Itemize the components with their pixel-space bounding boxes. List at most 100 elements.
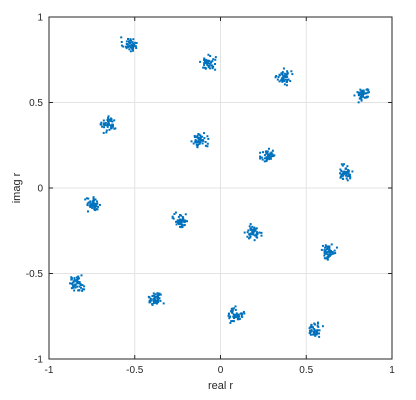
- scatter-point: [204, 60, 207, 63]
- scatter-point: [203, 63, 206, 66]
- scatter-point: [162, 302, 165, 305]
- scatter-point: [249, 235, 252, 238]
- scatter-point: [326, 246, 329, 249]
- scatter-point: [78, 281, 81, 284]
- scatter-point: [252, 233, 255, 236]
- scatter-point: [367, 91, 370, 94]
- scatter-point: [206, 145, 209, 148]
- scatter-point: [327, 255, 330, 258]
- scatter-point: [83, 285, 86, 288]
- scatter-point: [321, 325, 324, 328]
- scatter-point: [249, 227, 252, 230]
- scatter-point: [109, 127, 112, 130]
- scatter-point: [74, 283, 77, 286]
- scatter-point: [341, 174, 344, 177]
- scatter-point: [253, 227, 256, 230]
- scatter-point: [91, 206, 94, 209]
- scatter-point: [72, 286, 75, 289]
- scatter-point: [332, 252, 335, 255]
- scatter-point: [152, 298, 155, 301]
- scatter-point: [129, 39, 132, 42]
- scatter-point: [265, 151, 268, 154]
- scatter-point: [81, 284, 84, 287]
- scatter-point: [147, 295, 150, 298]
- scatter-point: [214, 56, 217, 59]
- scatter-point: [107, 119, 110, 122]
- scatter-point: [94, 206, 97, 209]
- scatter-point: [106, 118, 109, 121]
- scatter-point: [203, 66, 206, 69]
- scatter-point: [105, 131, 108, 134]
- scatter-point: [88, 204, 91, 207]
- scatter-point: [95, 203, 98, 205]
- scatter-point: [254, 229, 257, 232]
- scatter-point: [76, 281, 79, 284]
- scatter-point: [155, 302, 158, 305]
- scatter-point: [182, 217, 185, 220]
- scatter-point: [208, 64, 211, 67]
- scatter-point: [130, 43, 133, 46]
- scatter-point: [330, 243, 333, 246]
- scatter-point: [330, 253, 333, 256]
- scatter-point: [203, 137, 206, 140]
- scatter-point: [361, 92, 363, 95]
- scatter-point: [125, 43, 128, 46]
- scatter-point: [278, 73, 281, 76]
- scatter-point: [269, 157, 272, 160]
- scatter-point: [249, 223, 252, 226]
- scatter-point: [201, 135, 204, 138]
- scatter-point: [198, 136, 201, 139]
- scatter-point: [132, 38, 135, 41]
- scatter-point: [326, 245, 329, 248]
- scatter-point: [263, 160, 266, 163]
- scatter-point: [287, 78, 290, 81]
- scatter-point: [201, 139, 204, 142]
- scatter-point: [310, 326, 313, 329]
- scatter-point: [231, 307, 234, 310]
- scatter-point: [111, 120, 114, 123]
- scatter-point: [96, 200, 99, 203]
- scatter-point: [258, 231, 261, 234]
- scatter-point: [206, 142, 209, 145]
- scatter-point: [134, 45, 137, 48]
- scatter-point: [113, 127, 116, 130]
- scatter-point: [125, 47, 128, 50]
- scatter-point: [76, 278, 79, 281]
- scatter-point: [75, 280, 78, 283]
- scatter-point: [263, 157, 266, 160]
- scatter-point: [102, 131, 105, 134]
- cluster-13: [147, 292, 165, 306]
- scatter-point: [180, 223, 183, 226]
- scatter-point: [78, 289, 81, 292]
- scatter-point: [259, 157, 262, 160]
- scatter-point: [199, 136, 202, 139]
- scatter-point: [281, 80, 284, 83]
- scatter-point: [360, 99, 363, 102]
- scatter-point: [76, 285, 79, 288]
- scatter-point: [232, 317, 235, 320]
- scatter-point: [346, 165, 349, 168]
- scatter-point: [335, 246, 338, 249]
- scatter-point: [266, 150, 269, 153]
- scatter-point: [366, 88, 369, 91]
- scatter-point: [316, 332, 319, 335]
- scatter-point: [308, 327, 311, 330]
- scatter-point: [207, 59, 210, 62]
- scatter-point: [79, 283, 82, 286]
- scatter-point: [94, 209, 97, 212]
- cluster-12: [69, 274, 86, 292]
- scatter-point: [207, 66, 210, 69]
- scatter-point: [356, 91, 359, 94]
- scatter-point: [251, 231, 254, 234]
- y-tick-label: 0: [37, 184, 43, 195]
- scatter-point: [249, 232, 252, 235]
- scatter-point: [184, 213, 187, 216]
- scatter-point: [127, 45, 130, 48]
- scatter-point: [316, 324, 319, 327]
- scatter-point: [107, 121, 110, 124]
- scatter-point: [74, 286, 77, 289]
- scatter-point: [114, 127, 117, 130]
- scatter-point: [157, 293, 160, 296]
- scatter-point: [364, 96, 367, 99]
- x-tick-label: 0: [218, 365, 224, 376]
